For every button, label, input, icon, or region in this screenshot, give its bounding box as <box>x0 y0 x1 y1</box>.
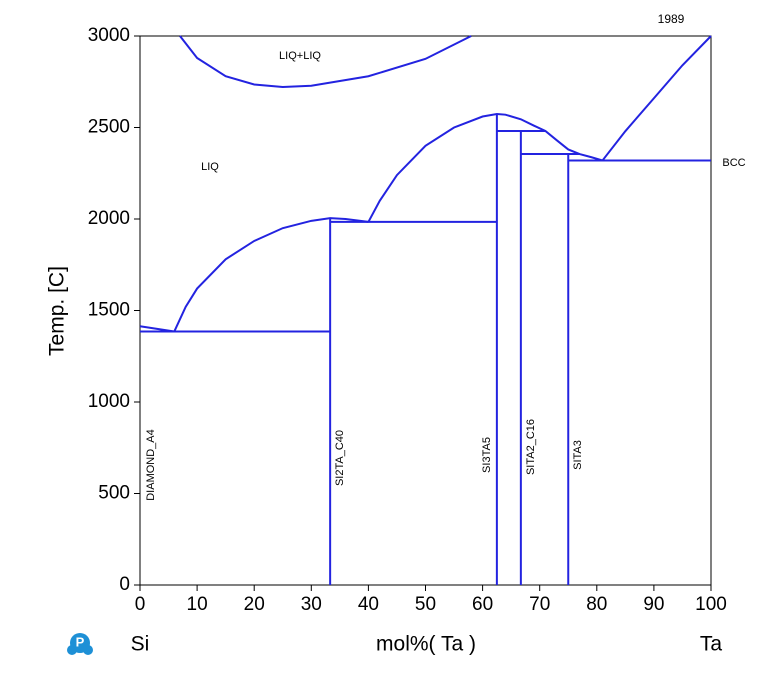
x-tick-label: 80 <box>586 594 607 615</box>
x-axis-label: mol%( Ta ) <box>376 633 476 656</box>
y-tick-label: 2500 <box>88 117 130 138</box>
x-tick-label: 0 <box>135 594 146 615</box>
chart-title: 1989 <box>658 12 685 26</box>
region-label: LIQ <box>201 161 219 173</box>
phase-label: SITA2_C16 <box>525 419 537 475</box>
y-tick-label: 0 <box>119 574 130 595</box>
phase-label: SITA3 <box>572 440 584 470</box>
y-tick-label: 500 <box>98 483 130 504</box>
x-tick-label: 50 <box>415 594 436 615</box>
y-tick-label: 2000 <box>88 208 130 229</box>
y-axis-label: Temp. [C] <box>46 266 69 356</box>
x-tick-label: 10 <box>187 594 208 615</box>
x-tick-label: 60 <box>472 594 493 615</box>
phase-boundary <box>367 112 603 223</box>
phase-label: DIAMOND_A4 <box>145 429 157 501</box>
x-tick-label: 20 <box>244 594 265 615</box>
region-label: LIQ+LIQ <box>279 50 321 62</box>
phase-boundary <box>601 35 712 162</box>
region-label: BCC <box>722 157 745 169</box>
phase-label: SI2TA_C40 <box>334 430 346 486</box>
x-tick-label: 30 <box>301 594 322 615</box>
x-end-label: Ta <box>700 633 723 656</box>
y-tick-label: 1500 <box>88 300 130 321</box>
plot-frame <box>139 35 712 586</box>
y-tick-label: 3000 <box>88 25 130 46</box>
x-tick-label: 40 <box>358 594 379 615</box>
y-tick-label: 1000 <box>88 391 130 412</box>
x-start-label: Si <box>131 633 150 656</box>
x-tick-label: 100 <box>695 594 727 615</box>
logo: P <box>67 633 93 655</box>
svg-text:P: P <box>76 634 85 649</box>
phase-boundary <box>179 35 472 89</box>
phase-label: SI3TA5 <box>481 437 493 473</box>
x-tick-label: 70 <box>529 594 550 615</box>
phase-boundary <box>173 217 369 332</box>
x-tick-label: 90 <box>643 594 664 615</box>
